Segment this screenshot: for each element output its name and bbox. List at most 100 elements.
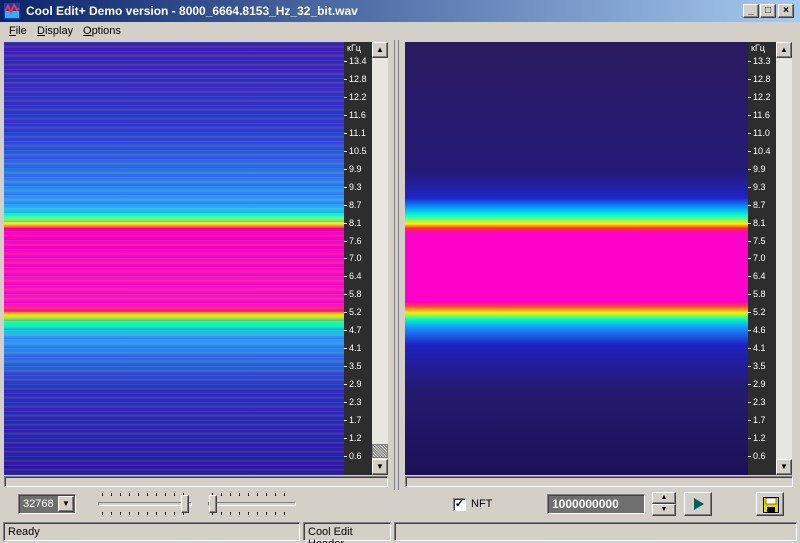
frequency-tick: 0.6 (748, 451, 776, 462)
frequency-tick: 13.3 (748, 56, 776, 67)
frequency-tick-label: 2.3 (349, 397, 362, 408)
frequency-tick: 6.4 (344, 271, 372, 282)
frequency-tick-label: 10.5 (349, 145, 367, 156)
right-frequency-axis: кГц 13.3 12.8 12.2 11.6 11.0 10.4 9.9 9.3 8.7 8.1… (748, 42, 776, 475)
frequency-tick-label: 8.1 (349, 217, 362, 228)
range-slider-2[interactable] (208, 492, 296, 516)
frequency-tick: 7.6 (344, 236, 372, 247)
range-slider-1[interactable] (98, 492, 192, 516)
frequency-tick: 1.7 (344, 415, 372, 426)
frequency-tick: 7.0 (748, 253, 776, 264)
menu-options[interactable]: Options (83, 25, 121, 37)
frequency-tick-label: 12.8 (753, 73, 771, 84)
frequency-tick: 6.4 (748, 271, 776, 282)
minimize-button[interactable]: _ (743, 4, 759, 18)
frequency-tick: 2.3 (344, 397, 372, 408)
frequency-tick-label: 1.7 (753, 415, 766, 425)
status-header-cell: Cool Edit Header (303, 522, 391, 543)
frequency-tick: 4.1 (344, 343, 372, 354)
frequency-tick-label: 7.0 (349, 253, 362, 264)
frequency-tick: 11.6 (748, 110, 776, 121)
frequency-tick-label: 3.5 (753, 361, 766, 372)
frequency-tick-label: 5.2 (349, 307, 362, 318)
left-horizontal-scrollbar[interactable] (4, 476, 388, 487)
spin-up-icon[interactable]: ▲ (652, 492, 676, 504)
frequency-tick-label: 11.6 (349, 109, 366, 120)
frequency-tick-label: 2.9 (753, 379, 766, 390)
frequency-tick: 8.7 (344, 200, 372, 211)
frequency-tick-label: 11.0 (753, 127, 770, 138)
frequency-tick-label: 4.6 (753, 325, 766, 336)
slider-handle[interactable] (209, 495, 217, 513)
amplitude-value: 1000000000 (552, 497, 619, 511)
left-spectrogram[interactable] (4, 42, 344, 475)
right-horizontal-scrollbar[interactable] (405, 476, 793, 487)
scroll-up-icon[interactable]: ▲ (776, 42, 792, 58)
scroll-up-icon[interactable]: ▲ (372, 42, 388, 58)
amplitude-spinner[interactable]: ▲ ▼ (652, 492, 676, 516)
status-empty-cell (394, 522, 797, 541)
slider-handle[interactable] (181, 495, 189, 513)
frequency-tick-label: 10.4 (753, 145, 771, 156)
frequency-tick-label: 0.6 (349, 450, 362, 461)
frequency-tick: 7.5 (748, 236, 776, 247)
frequency-tick: 1.2 (344, 433, 372, 444)
frequency-tick: 3.5 (344, 361, 372, 372)
frequency-tick: 9.9 (344, 164, 372, 175)
spin-down-icon[interactable]: ▼ (652, 504, 676, 516)
frequency-tick-label: 8.7 (753, 199, 766, 210)
close-button[interactable]: × (778, 4, 794, 18)
amplitude-field[interactable]: 1000000000 (547, 494, 645, 514)
menu-display[interactable]: Display (37, 25, 74, 37)
frequency-tick: 10.4 (748, 146, 776, 157)
frequency-tick-label: 2.9 (349, 379, 362, 390)
menu-bar: File Display Options (0, 22, 800, 40)
cool-edit-icon (4, 3, 20, 19)
frequency-tick: 12.2 (748, 92, 776, 103)
scroll-down-icon[interactable]: ▼ (776, 459, 792, 475)
frequency-tick-label: 13.3 (753, 56, 771, 66)
menu-file[interactable]: File (9, 25, 27, 37)
frequency-tick-label: 4.7 (349, 325, 362, 336)
frequency-tick: 2.3 (748, 397, 776, 408)
play-button[interactable] (684, 492, 712, 516)
frequency-tick-label: 9.9 (753, 163, 766, 174)
frequency-tick: 11.1 (344, 128, 372, 139)
frequency-tick-label: 6.4 (349, 271, 362, 282)
play-icon (694, 498, 704, 510)
frequency-tick-label: 11.1 (349, 127, 366, 138)
status-text: Ready (8, 526, 40, 538)
status-ready-cell: Ready (3, 522, 300, 541)
frequency-tick-label: 1.7 (349, 415, 362, 425)
frequency-tick: 8.1 (344, 218, 372, 229)
frequency-tick: 5.2 (344, 307, 372, 318)
fft-size-value: 32768 (23, 498, 54, 510)
frequency-tick-label: 9.3 (753, 181, 766, 192)
nft-checkbox[interactable]: ✓ (453, 498, 466, 511)
frequency-tick: 5.2 (748, 307, 776, 318)
frequency-tick-label: 3.5 (349, 361, 362, 372)
chevron-down-icon[interactable]: ▼ (58, 496, 74, 512)
frequency-tick: 4.1 (748, 343, 776, 354)
scroll-thumb[interactable] (372, 444, 388, 458)
right-spectrogram[interactable] (405, 42, 748, 475)
frequency-tick-label: 8.7 (349, 199, 362, 210)
maximize-button[interactable]: □ (760, 4, 776, 18)
frequency-tick-label: 11.6 (753, 109, 770, 120)
fft-size-select[interactable]: 32768 ▼ (18, 494, 76, 514)
axis-unit-label: кГц (347, 43, 361, 53)
frequency-tick: 7.0 (344, 253, 372, 264)
scroll-down-icon[interactable]: ▼ (372, 459, 388, 475)
frequency-tick: 11.0 (748, 128, 776, 139)
panel-splitter[interactable] (391, 40, 403, 490)
nft-checkbox-label: NFT (471, 498, 493, 510)
left-frequency-axis: кГц 13.4 12.8 12.2 11.6 11.1 10.5 9.9 9.3 8.7 8.1… (344, 42, 372, 475)
frequency-tick: 9.3 (748, 182, 776, 193)
save-button[interactable] (756, 492, 784, 516)
left-vertical-scrollbar[interactable]: ▲ ▼ (372, 42, 388, 475)
frequency-tick-label: 2.3 (753, 397, 766, 408)
frequency-tick: 2.9 (748, 379, 776, 390)
right-vertical-scrollbar[interactable]: ▲ ▼ (776, 42, 792, 475)
frequency-tick: 11.6 (344, 110, 372, 121)
frequency-tick-label: 5.8 (753, 289, 766, 300)
